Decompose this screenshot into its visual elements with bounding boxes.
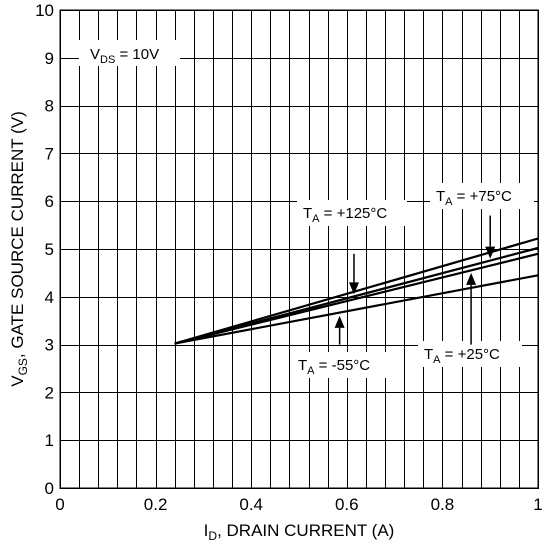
svg-text:VDS = 10V: VDS = 10V [90,46,159,66]
svg-text:TA = +125°C: TA = +125°C [303,205,387,225]
svg-text:TA = +25°C: TA = +25°C [424,346,500,366]
arrow-t125 [349,253,359,295]
arrow-head [466,272,477,285]
series-layer [174,237,539,345]
x-tick-label: 0.6 [335,495,359,514]
series-line [174,237,539,345]
svg-text:TA = -55°C: TA = -55°C [298,357,370,377]
y-tick-label: 6 [45,192,54,211]
arrow-head [334,315,345,328]
arrow-t25 [466,272,477,345]
y-axis-title: VGS, GATE SOURCE CURRENT (V) [8,111,30,387]
grid-layer [60,10,538,488]
y-tick-label: 5 [45,240,54,259]
x-tick-label: 0.2 [144,495,168,514]
svg-text:TA = +75°C: TA = +75°C [436,188,512,208]
y-tick-label: 2 [45,383,54,402]
annotation-t125: TA = +125°C [297,200,407,226]
y-tick-label: 1 [45,431,54,450]
y-tick-label: 8 [45,97,54,116]
arrow-t75 [485,215,496,259]
y-tick-label: 10 [35,1,54,20]
y-tick-label: 9 [45,49,54,68]
arrow-head [485,246,496,259]
annotation-t75: TA = +75°C [430,183,534,209]
y-tick-label: 3 [45,336,54,355]
x-tick-label: 1 [533,495,542,514]
annotation-vds: VDS = 10V [79,40,180,66]
annotation-tm55: TA = -55°C [292,352,392,378]
x-tick-label: 0.8 [431,495,455,514]
series-line [174,252,539,345]
annotation-t25: TA = +25°C [418,341,522,367]
arrow-tm55 [334,315,345,345]
y-tick-label: 4 [45,288,54,307]
arrow-head [349,282,359,295]
y-tick-label: 0 [45,479,54,498]
series-line [174,274,539,345]
arrow-layer [334,215,496,345]
y-tick-label: 7 [45,144,54,163]
x-tick-label: 0.4 [239,495,263,514]
x-axis-title: ID, DRAIN CURRENT (A) [204,521,395,543]
x-tick-label: 0 [55,495,64,514]
